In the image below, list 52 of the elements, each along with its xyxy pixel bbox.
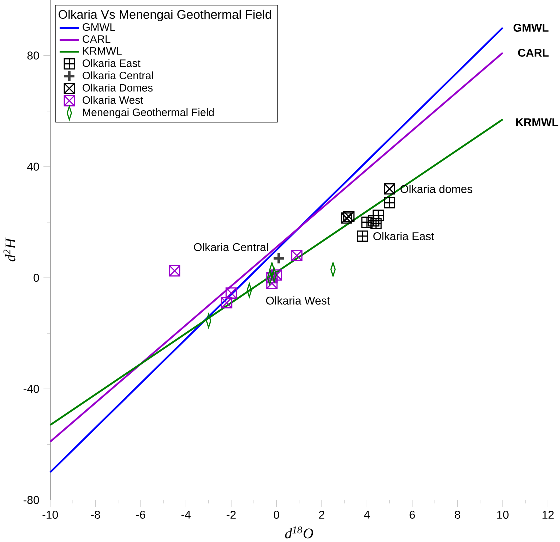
legend-label: Menengai Geothermal Field [83,108,214,118]
point [372,210,384,221]
x-tick-label: -10 [42,510,58,519]
point [362,216,373,228]
x-tick-label: 10 [498,510,509,519]
x-tick-label: -2 [226,510,236,519]
legend-label: GMWL [82,23,116,31]
x-tick-label: 4 [364,510,370,519]
point [343,211,355,222]
legend-label: Olkaria Domes [82,84,153,92]
annotation: GMWL [514,24,549,32]
y-tick-label: 40 [27,162,40,171]
point [272,252,286,265]
y-tick-label: -40 [24,384,40,393]
point [266,272,278,284]
annotation: Olkaria East [374,232,434,240]
point [384,197,396,208]
annotation: Olkaria domes [400,184,473,194]
x-tick-label: 8 [455,510,460,519]
point [221,297,233,308]
point [368,215,380,227]
legend-label: Olkaria Central [82,71,154,80]
x-tick-label: 0 [274,510,280,519]
legend-label: CARL [82,35,111,43]
point [370,218,382,230]
annotation: CARL [518,48,549,57]
legend-label: KRMWL [83,47,122,55]
annotation: Olkaria West [266,296,330,305]
point [384,183,396,195]
legend-label: Olkaria East [82,59,141,68]
annotation: KRMWL [516,118,559,126]
point [266,278,278,290]
point [341,212,352,224]
point [271,269,282,281]
x-tick-label: -8 [91,510,100,519]
x-tick-label: -4 [182,510,191,519]
legend-title: Olkaria Vs Menengai Geothermal Field [58,10,272,22]
y-tick-label: -80 [24,496,40,504]
point [169,265,181,277]
point [226,287,238,299]
x-tick-label: 12 [542,510,554,519]
point [291,250,303,262]
x-tick-label: 2 [319,510,325,519]
legend-label: Olkaria West [82,96,144,104]
x-axis-title: d$^{18}$O [285,526,314,538]
x-tick-label: 6 [410,510,416,519]
y-tick-label: 0 [34,274,40,282]
y-tick-label: 80 [28,52,40,60]
x-tick-label: -6 [136,510,146,519]
point [357,230,368,242]
y-axis-title: d$^{2}$H [4,238,16,262]
annotation: Olkaria Central [194,242,268,252]
